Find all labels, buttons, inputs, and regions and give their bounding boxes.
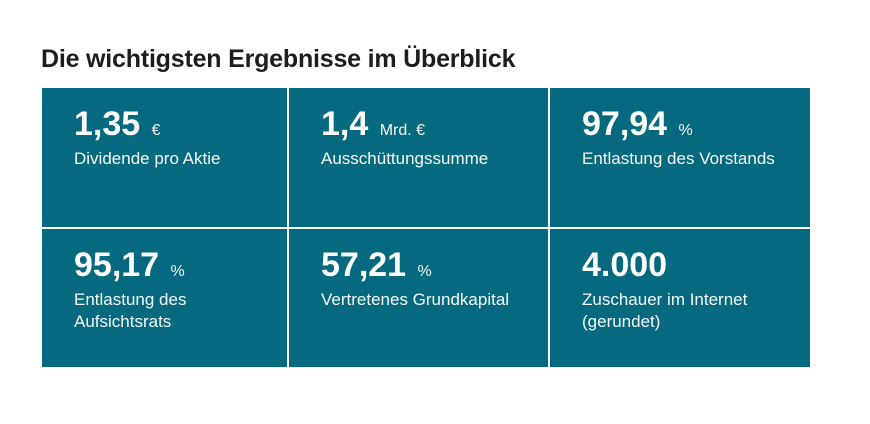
kpi-tile-zuschauer: 4.000 Zuschauer im Internet (gerundet) (550, 229, 810, 367)
kpi-tile-ausschuettungssumme: 1,4 Mrd. € Ausschüttungssumme (289, 88, 548, 227)
kpi-unit: % (170, 263, 185, 280)
kpi-tile-entlastung-vorstand: 97,94 % Entlastung des Vorstands (550, 88, 810, 227)
kpi-value-row: 57,21 % (321, 246, 536, 285)
kpi-label: Zuschauer im Internet (gerundet) (582, 290, 748, 331)
kpi-value: 97,94 (582, 105, 668, 143)
kpi-value-row: 95,17 % (74, 246, 275, 285)
page-title: Die wichtigsten Ergebnisse im Überblick (41, 44, 516, 73)
kpi-value-row: 1,35 € (74, 105, 275, 144)
kpi-unit: % (678, 122, 693, 139)
kpi-value: 57,21 (321, 246, 407, 284)
kpi-tile-entlastung-aufsichtsrat: 95,17 % Entlastung des Aufsichtsrats (42, 229, 287, 367)
kpi-label: Vertretenes Grundkapital (321, 290, 510, 310)
kpi-value: 1,35 (74, 105, 141, 143)
kpi-tile-grid: 1,35 € Dividende pro Aktie 1,4 Mrd. € Au… (42, 88, 810, 367)
kpi-unit: € (151, 122, 161, 139)
kpi-value: 4.000 (582, 246, 668, 284)
kpi-label: Entlastung des Aufsichtsrats (74, 290, 187, 331)
kpi-value: 1,4 (321, 105, 369, 143)
kpi-tile-grundkapital: 57,21 % Vertretenes Grundkapital (289, 229, 548, 367)
kpi-value-row: 97,94 % (582, 105, 798, 144)
kpi-label: Ausschüttungssumme (321, 149, 489, 169)
kpi-value: 95,17 (74, 246, 160, 284)
kpi-tile-dividende: 1,35 € Dividende pro Aktie (42, 88, 287, 227)
kpi-value-row: 1,4 Mrd. € (321, 105, 536, 144)
kpi-label: Entlastung des Vorstands (582, 149, 775, 169)
kpi-label: Dividende pro Aktie (74, 149, 221, 169)
kpi-unit: % (417, 263, 432, 280)
kpi-unit: Mrd. € (379, 122, 426, 139)
kpi-value-row: 4.000 (582, 246, 798, 285)
